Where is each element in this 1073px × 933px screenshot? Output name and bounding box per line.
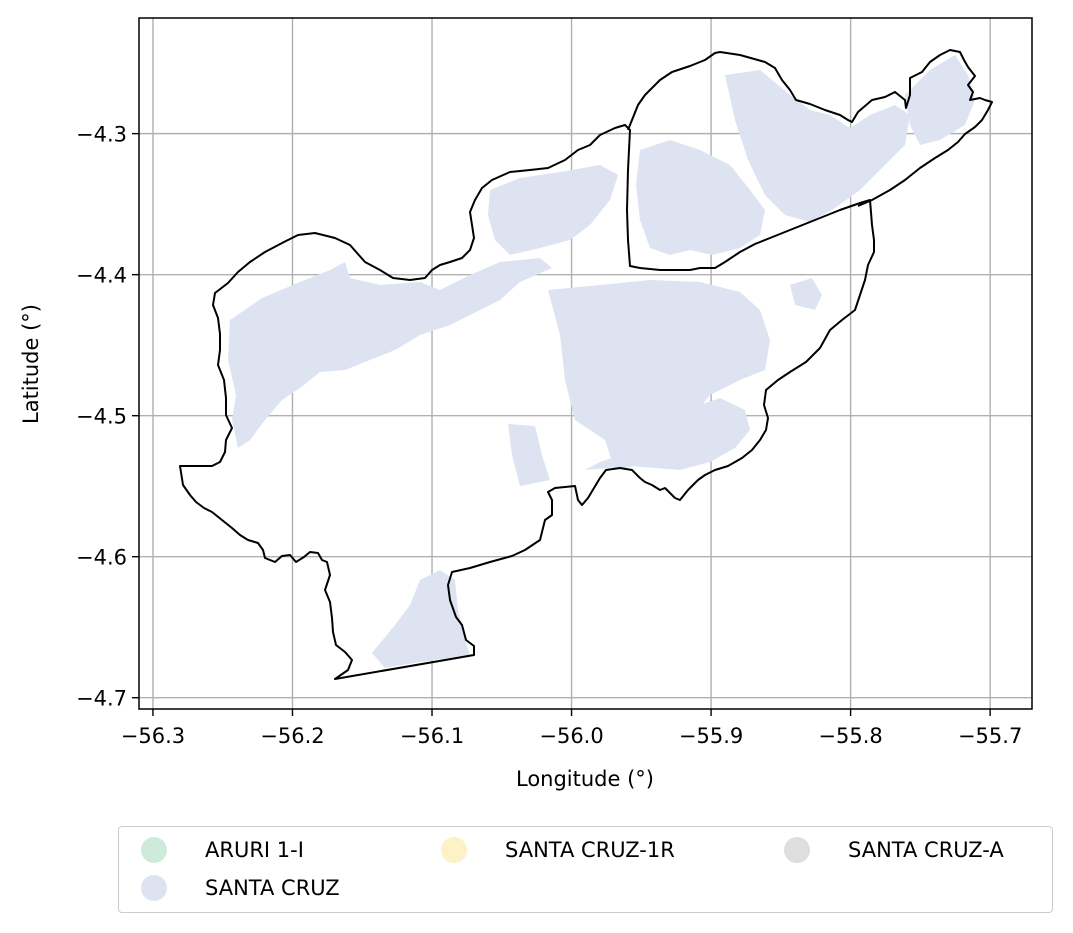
area-patch — [636, 140, 765, 255]
legend-label: SANTA CRUZ — [205, 876, 340, 900]
area-patch — [725, 70, 910, 222]
legend-marker — [441, 837, 467, 863]
legend-label: SANTA CRUZ-A — [848, 838, 1004, 862]
y-tick-label: −4.3 — [76, 123, 127, 147]
legend-item-aruri: ARURI 1-I — [141, 835, 304, 865]
x-tick-label: −55.9 — [679, 724, 743, 748]
y-tick-label: −4.5 — [76, 405, 127, 429]
area-patch — [372, 570, 470, 668]
legend-item-santa-cruz: SANTA CRUZ — [141, 873, 340, 903]
x-tick-label: −55.8 — [818, 724, 882, 748]
boundary-lines — [179, 49, 993, 680]
plot-frame — [138, 17, 1033, 710]
legend-marker — [784, 837, 810, 863]
area-patch — [228, 258, 552, 448]
area-patch — [488, 165, 618, 255]
area-patch — [548, 280, 770, 470]
x-tick-label: −56.3 — [121, 724, 185, 748]
area-patch — [585, 398, 750, 470]
y-tick-label: −4.6 — [76, 546, 127, 570]
area-patch — [790, 278, 822, 310]
legend-label: SANTA CRUZ-1R — [505, 838, 675, 862]
y-axis-label: Latitude (°) — [19, 304, 43, 424]
legend-item-santa-cruz-1r: SANTA CRUZ-1R — [441, 835, 675, 865]
area-patch — [508, 424, 550, 486]
legend-marker — [141, 875, 167, 901]
x-tick-label: −56.0 — [539, 724, 603, 748]
x-tick-label: −56.2 — [260, 724, 324, 748]
legend-label: ARURI 1-I — [205, 838, 304, 862]
municipality-boundary — [627, 49, 993, 207]
legend-marker — [141, 837, 167, 863]
y-tick-label: −4.7 — [76, 687, 127, 711]
legend-item-santa-cruz-a: SANTA CRUZ-A — [784, 835, 1004, 865]
legend: ARURI 1-I SANTA CRUZ SANTA CRUZ-1R SANTA… — [118, 826, 1053, 913]
x-tick-label: −55.7 — [958, 724, 1022, 748]
santa-cruz-areas — [228, 55, 975, 668]
municipality-boundary — [179, 124, 875, 680]
x-tick-label: −56.1 — [400, 724, 464, 748]
y-tick-label: −4.4 — [76, 264, 127, 288]
area-patch — [905, 55, 975, 145]
x-axis-label: Longitude (°) — [516, 767, 654, 791]
